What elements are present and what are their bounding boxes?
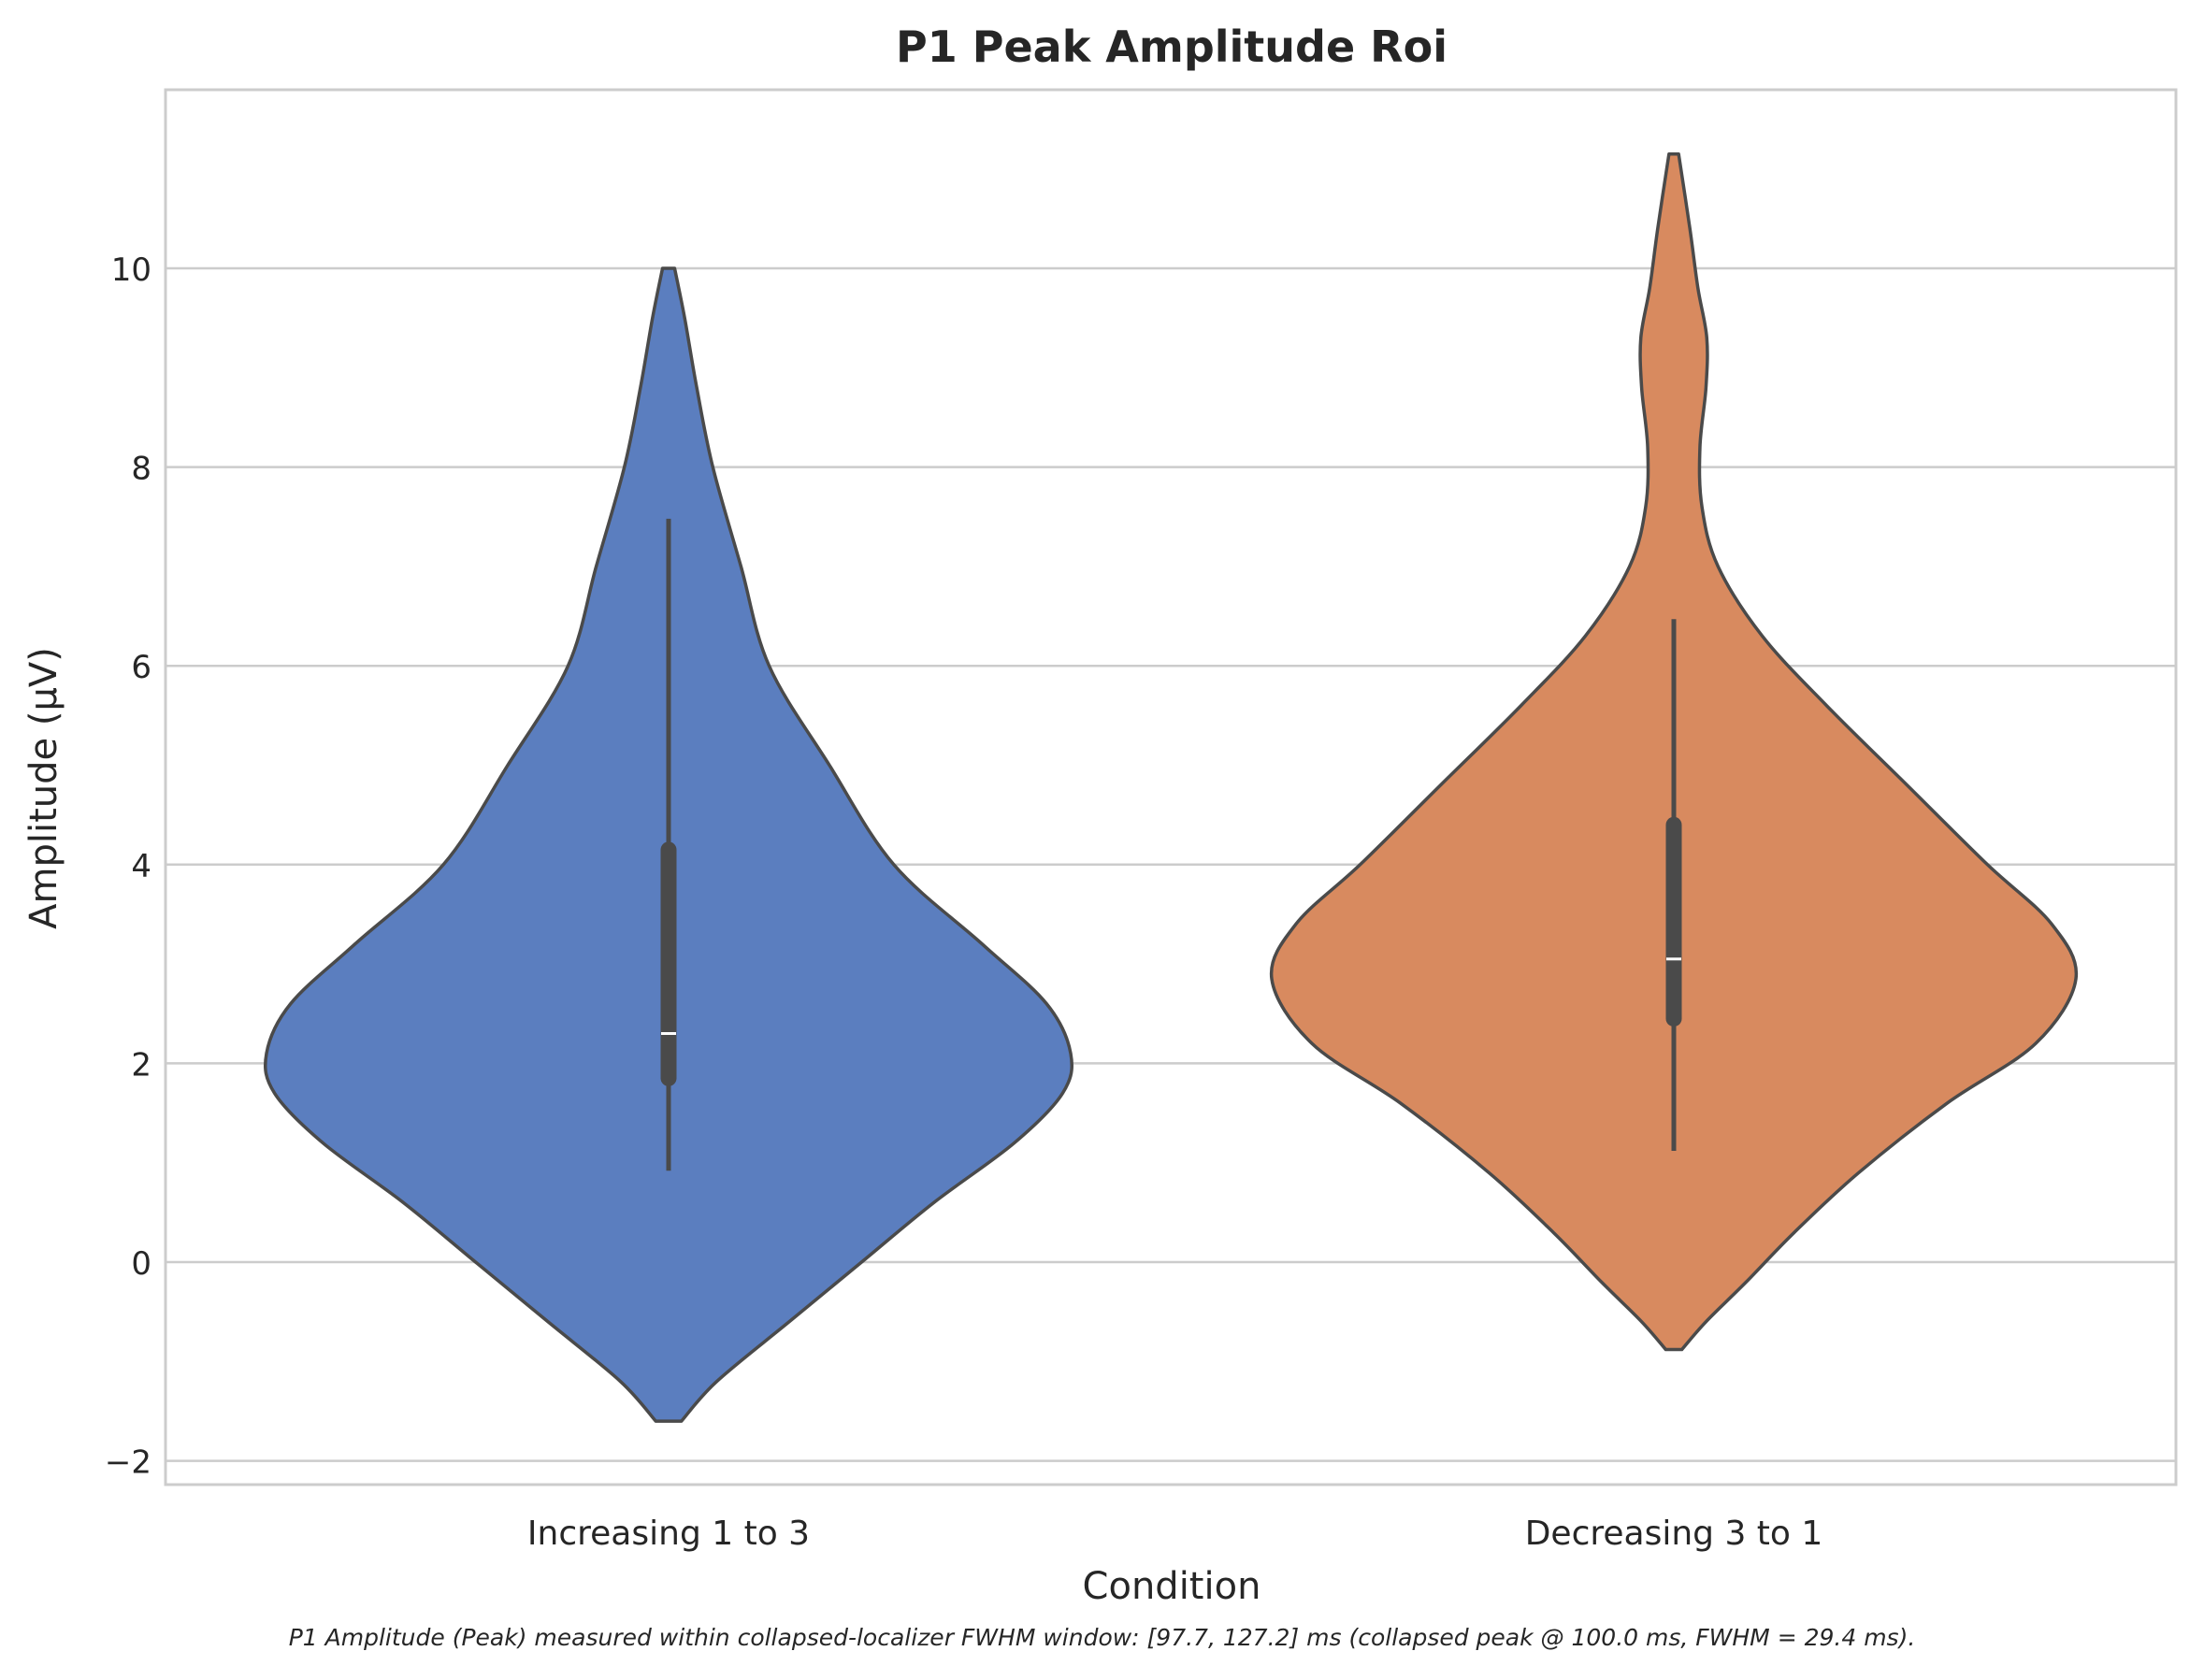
y-tick-label: 4 [131, 848, 151, 885]
violins [263, 152, 2079, 1423]
x-tick-label: Decreasing 3 to 1 [1525, 1515, 1823, 1553]
y-axis-label: Amplitude (µV) [22, 647, 65, 929]
y-tick-label: 10 [111, 251, 151, 289]
footnote: P1 Amplitude (Peak) measured within coll… [288, 1624, 1916, 1651]
x-axis-label: Condition [1083, 1565, 1261, 1608]
y-tick-label: 0 [131, 1245, 151, 1283]
plot-frame [164, 88, 2178, 1486]
y-tick-label: 8 [131, 451, 151, 488]
y-tick-label: 2 [131, 1046, 151, 1084]
y-tick-labels: −2 0 2 4 6 8 10 [105, 251, 151, 1482]
y-tick-label: 6 [131, 649, 151, 686]
y-tick-label: −2 [105, 1444, 151, 1482]
x-tick-label: Increasing 1 to 3 [527, 1515, 810, 1553]
chart-title: P1 Peak Amplitude Roi [896, 22, 1448, 72]
x-tick-labels: Increasing 1 to 3 Decreasing 3 to 1 [527, 1515, 1822, 1553]
